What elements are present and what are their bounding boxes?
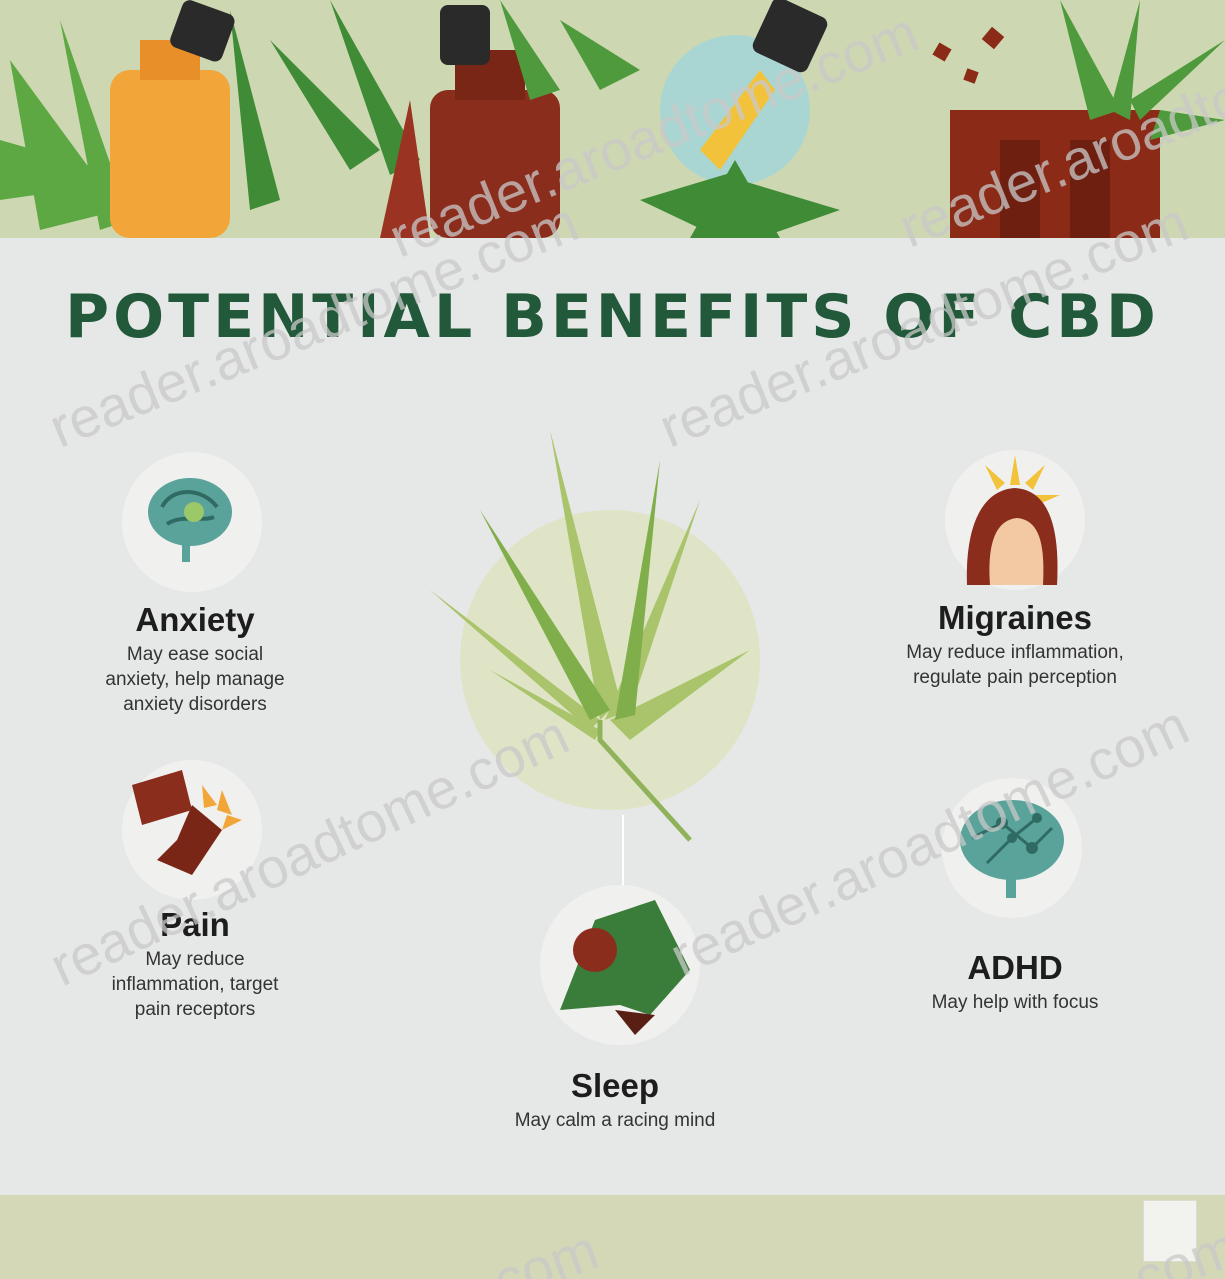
benefit-title: Sleep xyxy=(570,1067,660,1104)
benefit-description: May help with focus xyxy=(860,990,1170,1015)
cbd-products-illustration xyxy=(0,0,1225,238)
center-leaf-illustration xyxy=(400,420,800,850)
benefit-anxiety: Anxiety May ease social anxiety, help man… xyxy=(40,600,350,717)
woman-headache-icon xyxy=(966,455,1060,585)
description-line: anxiety disorders xyxy=(123,694,267,715)
anxiety-icon-circle xyxy=(122,452,262,592)
brain-network-icon xyxy=(960,800,1064,898)
benefit-title: Pain xyxy=(160,906,230,943)
sleeping-person-icon xyxy=(560,900,690,1035)
benefit-pain: Pain May reduce inflammation, target pain … xyxy=(40,905,350,1022)
page-title: POTENTIAL BENEFITS OF CBD xyxy=(65,282,1160,352)
benefit-title: Anxiety xyxy=(135,601,255,638)
benefit-migraines: Migraines May reduce inflammation, regula… xyxy=(860,598,1170,690)
benefit-title: ADHD xyxy=(967,949,1063,986)
benefit-description: May calm a racing mind xyxy=(460,1108,770,1133)
benefit-adhd: ADHD May help with focus xyxy=(860,948,1170,1015)
description-line: May help with focus xyxy=(931,992,1099,1013)
benefit-description: May ease social anxiety, help manage anxie… xyxy=(40,642,350,717)
knee-joint-icon xyxy=(132,770,242,875)
description-line: regulate pain perception xyxy=(913,667,1117,688)
cannabis-leaf-icon xyxy=(430,430,760,842)
description-line: May calm a racing mind xyxy=(514,1110,716,1131)
adhd-icon-circle xyxy=(942,778,1082,918)
description-line: May reduce xyxy=(145,949,245,970)
description-line: May ease social xyxy=(126,644,264,665)
footer-band xyxy=(0,1195,1225,1279)
benefit-description: May reduce inflammation, regulate pain pe… xyxy=(860,640,1170,690)
benefit-sleep: Sleep May calm a racing mind xyxy=(460,1066,770,1133)
brain-icon xyxy=(148,478,232,562)
header-illustration xyxy=(0,0,1225,238)
corner-badge xyxy=(1143,1200,1197,1262)
sleep-icon-circle xyxy=(540,885,700,1045)
pain-icon-circle xyxy=(122,760,262,900)
connector-line xyxy=(622,815,624,895)
benefit-title: Migraines xyxy=(937,599,1093,636)
migraines-icon-circle xyxy=(945,450,1085,590)
description-line: anxiety, help manage xyxy=(105,669,285,690)
description-line: May reduce inflammation, xyxy=(906,642,1124,663)
description-line: inflammation, target xyxy=(111,974,279,995)
benefit-description: May reduce inflammation, target pain recep… xyxy=(40,947,350,1022)
description-line: pain receptors xyxy=(134,999,256,1020)
